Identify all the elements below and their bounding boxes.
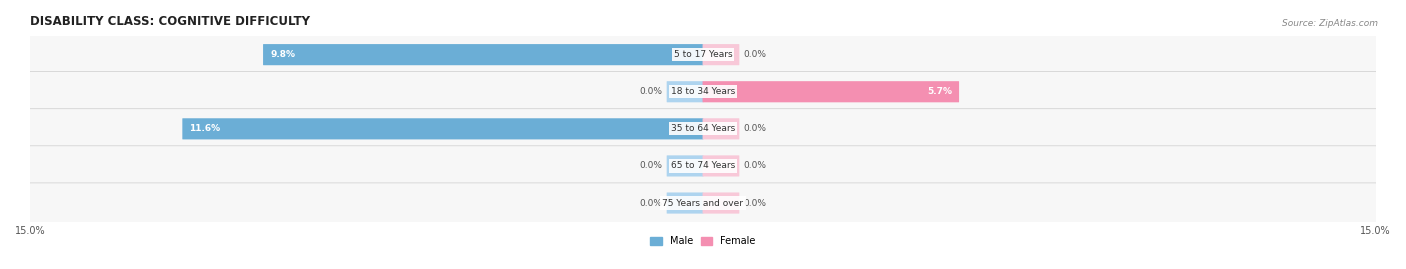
FancyBboxPatch shape	[30, 34, 1376, 75]
Text: 0.0%: 0.0%	[744, 50, 766, 59]
Text: 0.0%: 0.0%	[744, 161, 766, 171]
FancyBboxPatch shape	[703, 192, 740, 214]
Text: 65 to 74 Years: 65 to 74 Years	[671, 161, 735, 171]
Text: 5.7%: 5.7%	[927, 87, 952, 96]
FancyBboxPatch shape	[703, 118, 740, 139]
FancyBboxPatch shape	[703, 81, 959, 102]
Text: 5 to 17 Years: 5 to 17 Years	[673, 50, 733, 59]
Text: 0.0%: 0.0%	[640, 87, 662, 96]
Text: Source: ZipAtlas.com: Source: ZipAtlas.com	[1282, 19, 1378, 28]
Text: 35 to 64 Years: 35 to 64 Years	[671, 124, 735, 133]
Text: 0.0%: 0.0%	[640, 199, 662, 207]
Text: 11.6%: 11.6%	[190, 124, 221, 133]
Text: DISABILITY CLASS: COGNITIVE DIFFICULTY: DISABILITY CLASS: COGNITIVE DIFFICULTY	[31, 15, 311, 28]
FancyBboxPatch shape	[703, 155, 740, 176]
FancyBboxPatch shape	[30, 109, 1376, 149]
FancyBboxPatch shape	[666, 192, 703, 214]
Text: 0.0%: 0.0%	[744, 124, 766, 133]
FancyBboxPatch shape	[30, 183, 1376, 223]
FancyBboxPatch shape	[30, 146, 1376, 186]
Legend: Male, Female: Male, Female	[647, 232, 759, 250]
FancyBboxPatch shape	[703, 44, 740, 65]
FancyBboxPatch shape	[30, 72, 1376, 112]
Text: 75 Years and over: 75 Years and over	[662, 199, 744, 207]
FancyBboxPatch shape	[666, 81, 703, 102]
FancyBboxPatch shape	[263, 44, 703, 65]
FancyBboxPatch shape	[183, 118, 703, 139]
Text: 0.0%: 0.0%	[744, 199, 766, 207]
Text: 0.0%: 0.0%	[640, 161, 662, 171]
Text: 18 to 34 Years: 18 to 34 Years	[671, 87, 735, 96]
Text: 9.8%: 9.8%	[270, 50, 295, 59]
FancyBboxPatch shape	[666, 155, 703, 176]
